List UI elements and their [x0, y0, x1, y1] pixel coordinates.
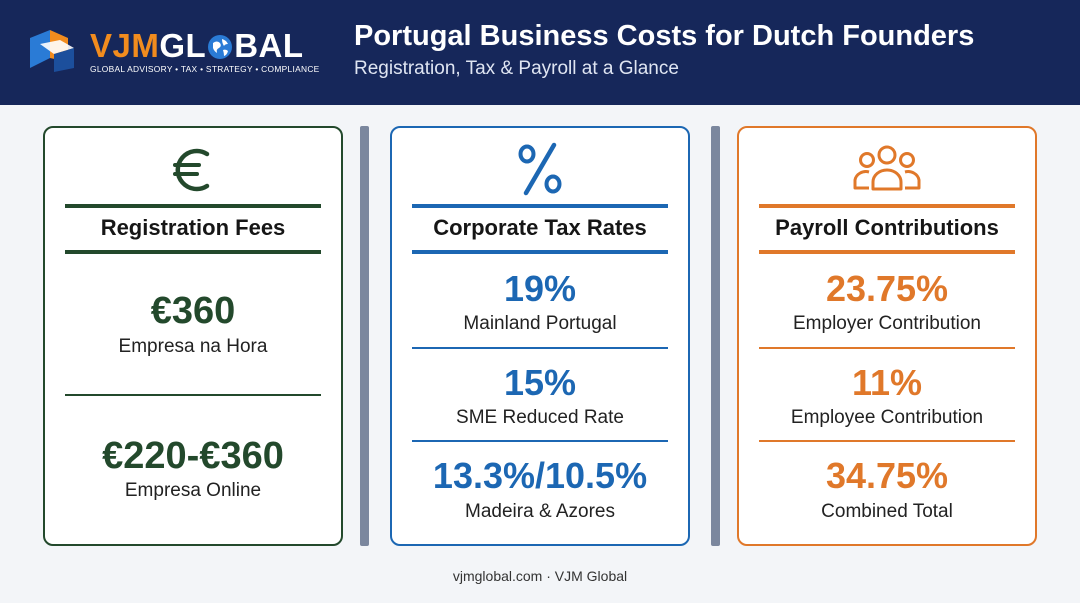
column-separator — [360, 126, 369, 546]
payroll-label: Employee Contribution — [790, 407, 984, 428]
heading-rule-top — [65, 204, 321, 208]
corporate-tax-card: Corporate Tax Rates 19% Mainland Portuga… — [390, 126, 690, 546]
tax-rate-value: 19% — [503, 268, 577, 309]
card-heading: Payroll Contributions — [775, 215, 999, 240]
heading-rule-bottom — [412, 250, 668, 254]
page-title: Portugal Business Costs for Dutch Founde… — [354, 20, 975, 52]
heading-rule-bottom — [65, 250, 321, 254]
tax-rate-label: Madeira & Azores — [465, 501, 615, 522]
heading-rule-bottom — [759, 250, 1015, 254]
item-divider — [65, 394, 321, 396]
footer-credit[interactable]: vjmglobal.com · VJM Global — [452, 568, 628, 584]
item-divider — [412, 440, 668, 442]
page-subtitle: Registration, Tax & Payroll at a Glance — [354, 58, 679, 79]
globe-icon — [208, 35, 233, 59]
column-separator — [711, 126, 720, 546]
tax-rate-value: 15% — [503, 362, 577, 403]
card-heading: Registration Fees — [100, 215, 286, 240]
payroll-contributions-card: Payroll Contributions 23.75% Employer Co… — [737, 126, 1037, 546]
registration-fees-card: Registration Fees €360 Empresa na Hora €… — [43, 126, 343, 546]
brand-name-bal: BAL — [234, 27, 304, 64]
item-divider — [759, 440, 1015, 442]
tax-rate-value: 13.3%/10.5% — [432, 455, 648, 496]
item-divider — [412, 347, 668, 349]
payroll-value: 11% — [851, 362, 923, 403]
item-divider — [759, 347, 1015, 349]
header-banner: VJMGL BAL GLOBAL ADVISORY • TAX • STRATEG… — [0, 0, 1080, 105]
euro-icon — [173, 148, 210, 192]
fee-label: Empresa Online — [124, 480, 262, 501]
brand-name-vjm: VJM — [90, 27, 160, 64]
brand-tagline: GLOBAL ADVISORY • TAX • STRATEGY • COMPL… — [90, 64, 320, 74]
payroll-value: 23.75% — [825, 268, 949, 309]
payroll-label: Employer Contribution — [793, 313, 981, 334]
payroll-label: Combined Total — [821, 501, 953, 522]
fee-value: €220-€360 — [102, 435, 284, 477]
tax-rate-label: SME Reduced Rate — [456, 407, 624, 428]
brand-wordmark: VJMGL BAL — [90, 26, 304, 66]
people-icon — [853, 145, 921, 191]
payroll-value: 34.75% — [825, 455, 949, 496]
card-heading: Corporate Tax Rates — [433, 215, 647, 240]
fee-value: €360 — [150, 290, 236, 332]
logo-mark-icon — [30, 30, 74, 72]
brand-name-gl: GL — [159, 27, 207, 64]
fee-label: Empresa na Hora — [118, 336, 268, 357]
tax-rate-label: Mainland Portugal — [463, 313, 617, 334]
percent-icon — [518, 142, 562, 196]
heading-rule-top — [412, 204, 668, 208]
heading-rule-top — [759, 204, 1015, 208]
brand-logo[interactable]: VJMGL BAL GLOBAL ADVISORY • TAX • STRATEG… — [30, 24, 330, 84]
